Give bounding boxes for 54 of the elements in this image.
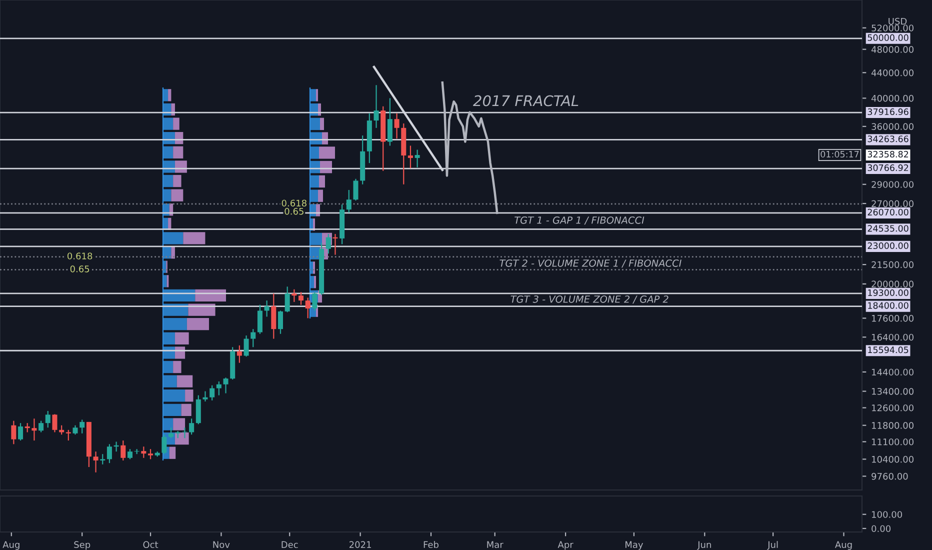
annotation: TGT 2 - VOLUME ZONE 1 / FIBONACCI: [500, 259, 682, 268]
annotation: 0.618: [67, 252, 92, 260]
x-tick-label: Aug: [2, 541, 20, 550]
annotation: 0.65: [70, 266, 90, 272]
y-tick-label: 40000.00: [871, 94, 914, 102]
ref-line-label: 26070.00: [868, 208, 908, 216]
ref-line-label: 34263.66: [868, 136, 908, 142]
y-tick-label: 48000.00: [871, 46, 914, 53]
text: USD: [888, 18, 907, 25]
y-tick-label: 36000.00: [872, 123, 914, 130]
y-tick-label: 10400.00: [872, 456, 914, 463]
annotation: 0.65: [284, 208, 304, 215]
y-tick-label: 13400.00: [872, 388, 914, 395]
y-tick-label: 9760.00: [872, 472, 908, 480]
x-tick-label: Aug: [835, 541, 852, 550]
y-tick-label: 29000.00: [872, 181, 914, 188]
x-tick-label: Sep: [74, 541, 90, 550]
annotation: TGT 3 - VOLUME ZONE 2 / GAP 2: [510, 295, 668, 304]
y-tick-label: 11800.00: [872, 422, 914, 429]
y-tick-label: 20000.00: [872, 280, 914, 288]
y-tick-label: 21500.00: [872, 261, 914, 268]
y-tick-label: 14400.00: [872, 368, 914, 376]
y-tick-label: 16400.00: [872, 334, 914, 341]
ref-line-label: 23000.00: [868, 242, 908, 250]
x-tick-label: Jun: [697, 541, 711, 550]
y-tick-label: 17600.00: [872, 314, 914, 322]
x-tick-label: Jul: [767, 541, 778, 550]
text: 32358.82: [868, 150, 908, 158]
y-tick-label: 0.00: [872, 525, 891, 532]
x-tick-label: May: [626, 541, 644, 550]
y-tick-label: 44000.00: [871, 69, 914, 76]
ref-line-label: 15594.05: [868, 346, 908, 354]
x-tick-label: Oct: [143, 541, 158, 548]
x-tick-label: Nov: [213, 541, 230, 548]
ref-line-label: 30766.92: [868, 164, 908, 172]
y-tick-label: 27000.00: [872, 200, 914, 208]
x-tick-label: Mar: [487, 541, 504, 548]
x-tick-label: Feb: [424, 541, 438, 548]
ref-line-label: 19300.00: [868, 289, 908, 296]
y-tick-label: 11100.00: [872, 438, 914, 446]
series-label: 2017 FRACTAL: [473, 95, 578, 106]
ref-line-label: 50000.00: [868, 34, 908, 41]
x-tick-label: Dec: [282, 541, 298, 548]
annotation: TGT 1 - GAP 1 / FIBONACCI: [514, 216, 644, 225]
x-tick-label: 2021: [349, 541, 371, 548]
y-tick-label: 100.00: [872, 511, 902, 518]
y-tick-label: 52000.00: [872, 24, 914, 32]
annotation: 01:05:17: [820, 150, 859, 158]
ref-line-label: 37916.96: [868, 108, 908, 116]
annotation: 0.618: [282, 200, 306, 207]
y-tick-label: 12600.00: [872, 404, 914, 412]
ref-line-label: 18400.00: [868, 302, 908, 309]
ref-line-label: 24535.00: [868, 225, 908, 232]
x-tick-label: Apr: [558, 541, 574, 550]
